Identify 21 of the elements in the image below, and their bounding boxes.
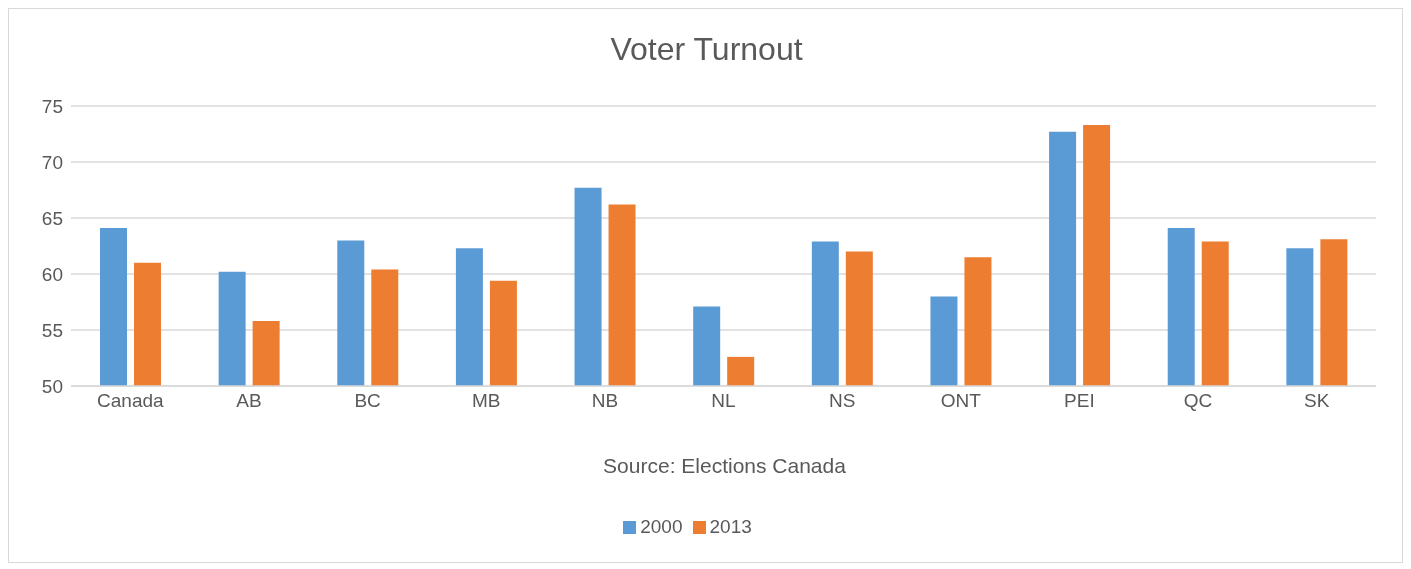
source-note: Source: Elections Canada <box>602 454 847 478</box>
legend-label: 2000 <box>640 516 683 537</box>
y-tick-label: 55 <box>41 319 63 341</box>
x-tick-label: ONT <box>940 390 982 412</box>
y-tick-label: 60 <box>41 263 63 285</box>
x-tick-label: Canada <box>97 390 165 412</box>
x-tick-label: MB <box>471 390 501 412</box>
chart-title: Voter Turnout <box>609 31 804 68</box>
legend-label: 2013 <box>709 516 752 537</box>
x-tick-label: AB <box>236 390 262 412</box>
y-tick-label: 75 <box>41 95 63 117</box>
x-tick-label: QC <box>1183 390 1213 412</box>
y-tick-label: 50 <box>41 375 63 397</box>
x-tick-label: BC <box>354 390 381 412</box>
x-tick-label: NB <box>591 390 619 412</box>
x-tick-label: PEI <box>1064 390 1095 412</box>
x-tick-label: NL <box>711 390 736 412</box>
x-tick-label: SK <box>1304 390 1330 412</box>
x-tick-label: NS <box>828 390 856 412</box>
y-tick-label: 65 <box>41 207 63 229</box>
y-tick-label: 70 <box>41 151 63 173</box>
